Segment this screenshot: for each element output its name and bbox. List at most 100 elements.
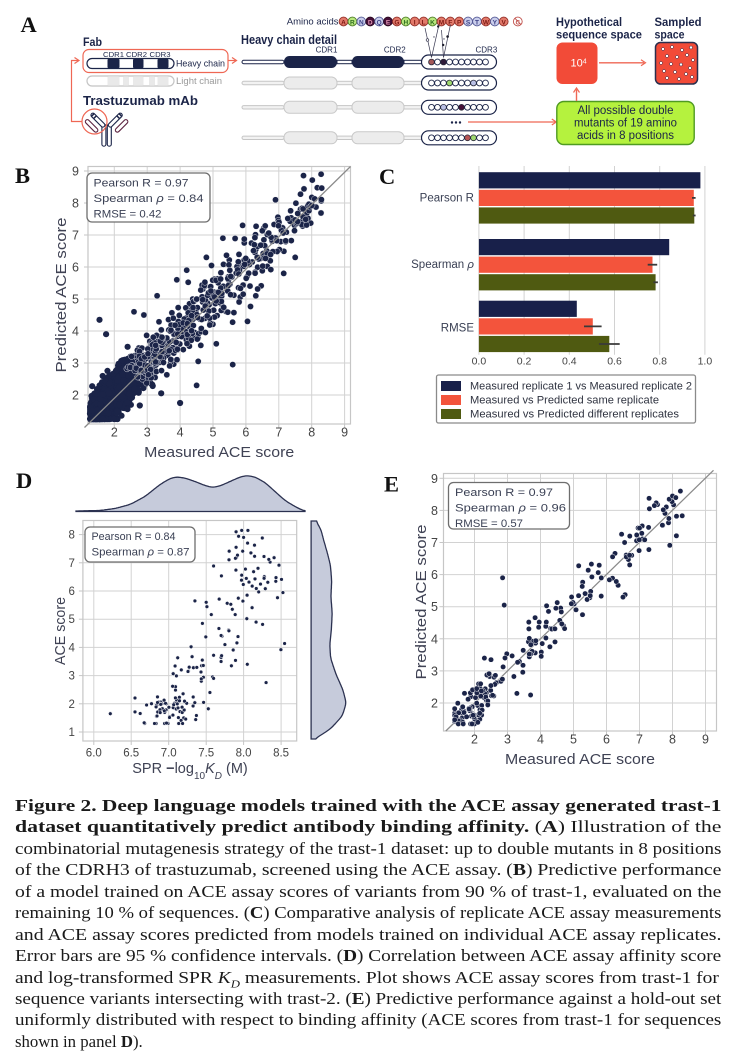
svg-text:Measured vs Predicted same rep: Measured vs Predicted same replicate — [470, 395, 659, 407]
svg-text:0.4: 0.4 — [562, 356, 577, 368]
svg-text:A: A — [341, 19, 346, 26]
svg-text:3: 3 — [431, 664, 438, 678]
svg-text:Hypothetical: Hypothetical — [556, 17, 622, 29]
svg-text:7: 7 — [72, 229, 79, 243]
svg-text:Pearson R = 0.84: Pearson R = 0.84 — [92, 531, 176, 543]
svg-text:8: 8 — [308, 426, 315, 440]
svg-text:space: space — [655, 30, 685, 42]
svg-text:acids in 8 positions: acids in 8 positions — [577, 130, 674, 142]
svg-text:S: S — [466, 19, 471, 26]
svg-text:3: 3 — [72, 357, 79, 371]
svg-text:6: 6 — [242, 426, 249, 440]
svg-text:4: 4 — [431, 632, 438, 646]
svg-text:RMSE = 0.57: RMSE = 0.57 — [455, 518, 523, 530]
svg-text:L: L — [422, 19, 426, 26]
svg-text:9: 9 — [431, 472, 438, 486]
svg-text:5: 5 — [72, 293, 79, 307]
svg-text:Spearman ρ = 0.87: Spearman ρ = 0.87 — [92, 547, 190, 559]
svg-text:mutants of 19 amino: mutants of 19 amino — [574, 118, 677, 130]
svg-text:Pearson R = 0.97: Pearson R = 0.97 — [455, 487, 553, 499]
svg-text:Measured ACE score: Measured ACE score — [144, 444, 294, 461]
svg-text:Trastuzumab mAb: Trastuzumab mAb — [83, 94, 198, 108]
svg-text:Pearson R = 0.97: Pearson R = 0.97 — [94, 178, 189, 190]
svg-text:0.0: 0.0 — [472, 356, 487, 368]
svg-text:Amino acids: Amino acids — [287, 17, 339, 28]
svg-text:7: 7 — [275, 426, 282, 440]
svg-text:5: 5 — [68, 614, 74, 626]
svg-text:CDR2: CDR2 — [126, 50, 147, 59]
svg-text:2: 2 — [431, 697, 438, 711]
svg-text:F: F — [448, 19, 452, 26]
svg-text:CDR1: CDR1 — [316, 46, 338, 55]
svg-text:D: D — [16, 468, 32, 493]
svg-text:2: 2 — [72, 389, 79, 403]
svg-text:CDR1: CDR1 — [103, 50, 124, 59]
svg-text:P: P — [457, 19, 462, 26]
svg-text:All possible double: All possible double — [578, 105, 674, 117]
svg-text:8.0: 8.0 — [236, 748, 252, 760]
svg-text:0.8: 0.8 — [652, 356, 667, 368]
svg-text:6.0: 6.0 — [86, 748, 102, 760]
svg-text:7.5: 7.5 — [198, 748, 214, 760]
svg-text:7: 7 — [636, 733, 643, 747]
svg-text:9: 9 — [341, 426, 348, 440]
svg-text:*: * — [433, 36, 435, 42]
svg-text:4: 4 — [537, 733, 544, 747]
svg-text:N: N — [359, 19, 364, 26]
svg-text:CDR3: CDR3 — [150, 50, 171, 59]
svg-text:H: H — [403, 19, 408, 26]
svg-text:6.5: 6.5 — [123, 748, 139, 760]
svg-text:4: 4 — [68, 642, 75, 654]
svg-text:1.0: 1.0 — [698, 356, 713, 368]
svg-text:Predicted ACE score: Predicted ACE score — [53, 218, 70, 373]
svg-text:ACE score: ACE score — [53, 597, 69, 665]
svg-text:8: 8 — [68, 530, 74, 542]
svg-text:4: 4 — [72, 325, 79, 339]
svg-text:Sampled: Sampled — [655, 17, 702, 29]
svg-text:4: 4 — [177, 426, 184, 440]
svg-text:7.0: 7.0 — [161, 748, 177, 760]
svg-text:6: 6 — [72, 261, 79, 275]
svg-text:T: T — [475, 19, 479, 26]
svg-text:5: 5 — [431, 600, 438, 614]
svg-text:W: W — [483, 19, 490, 26]
svg-text:Measured replicate 1 vs Measur: Measured replicate 1 vs Measured replica… — [470, 381, 692, 393]
svg-text:E: E — [384, 472, 399, 497]
svg-text:2: 2 — [471, 733, 478, 747]
svg-text:sequence space: sequence space — [556, 30, 642, 42]
svg-text:CDR2: CDR2 — [384, 46, 406, 55]
svg-text:M: M — [439, 19, 444, 26]
svg-text:CDR3: CDR3 — [476, 46, 498, 55]
svg-text:Spearman ρ: Spearman ρ — [411, 259, 474, 271]
svg-text:RMSE = 0.42: RMSE = 0.42 — [94, 209, 162, 221]
svg-text:V: V — [502, 19, 507, 26]
svg-text:1: 1 — [68, 727, 74, 739]
svg-text:R: R — [350, 19, 355, 26]
svg-text:6: 6 — [603, 733, 610, 747]
svg-text:Predicted ACE score: Predicted ACE score — [413, 525, 430, 680]
svg-text:C: C — [379, 164, 395, 189]
svg-text:3: 3 — [504, 733, 511, 747]
svg-text:Spearman ρ = 0.96: Spearman ρ = 0.96 — [455, 503, 566, 515]
svg-text:Heavy chain detail: Heavy chain detail — [241, 33, 337, 47]
svg-text:8: 8 — [72, 197, 79, 211]
svg-text:3: 3 — [68, 671, 74, 683]
svg-text:7: 7 — [68, 558, 74, 570]
svg-text:Y: Y — [493, 19, 498, 26]
svg-text:Measured ACE score: Measured ACE score — [505, 751, 655, 768]
svg-text:0.6: 0.6 — [607, 356, 622, 368]
svg-text:2: 2 — [111, 426, 118, 440]
svg-text:Pearson R: Pearson R — [420, 193, 474, 205]
svg-text:9: 9 — [72, 165, 79, 179]
svg-text:C: C — [515, 19, 520, 26]
svg-text:E: E — [386, 19, 391, 26]
svg-text:Light chain: Light chain — [176, 76, 222, 87]
svg-text:SPR −log10KD (M): SPR −log10KD (M) — [132, 761, 247, 782]
svg-text:5: 5 — [210, 426, 217, 440]
svg-text:K: K — [430, 19, 435, 26]
svg-text:8.5: 8.5 — [273, 748, 289, 760]
svg-text:8: 8 — [431, 504, 438, 518]
svg-text:5: 5 — [570, 733, 577, 747]
svg-text:I: I — [414, 19, 416, 26]
svg-text:A: A — [21, 12, 38, 37]
